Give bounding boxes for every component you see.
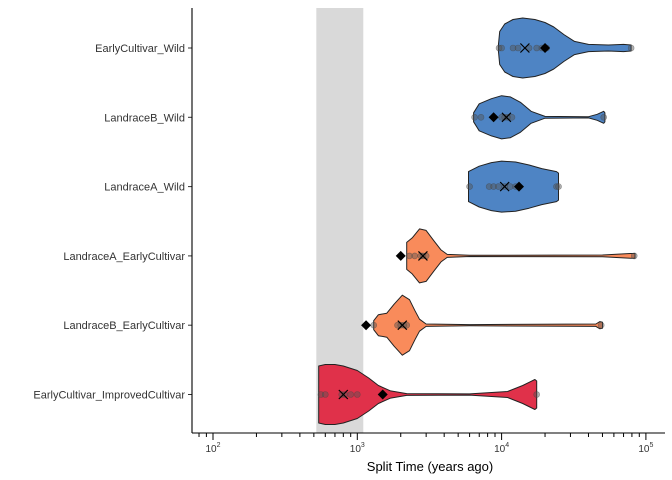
data-point [495, 183, 502, 190]
mean-marker [338, 389, 349, 400]
data-point [600, 114, 608, 121]
violin-shape [406, 228, 636, 284]
median-marker [488, 112, 499, 123]
category-label: EarlyCultivar_Wild [95, 43, 185, 55]
violin-EarlyCultivar_Wild [495, 17, 635, 79]
violin-EarlyCultivar_ImprovedCultivar [317, 364, 540, 425]
violins-layer [317, 17, 638, 425]
median-marker [361, 320, 372, 331]
data-point [403, 321, 411, 329]
x-tick-label: 103 [350, 442, 365, 455]
mean-marker [519, 43, 530, 53]
violin-LandraceB_Wild [471, 95, 608, 140]
violin-LandraceA_EarlyCultivar [395, 228, 638, 284]
data-point [508, 114, 516, 121]
data-point [533, 391, 540, 398]
mean-marker [501, 112, 512, 123]
data-point [533, 44, 540, 52]
mean-marker [397, 320, 408, 331]
category-label: LandraceA_EarlyCultivar [63, 251, 185, 263]
data-point [321, 391, 329, 398]
violin-LandraceA_Wild [466, 160, 562, 213]
data-point [525, 44, 533, 52]
median-marker [540, 43, 551, 53]
data-point [411, 252, 419, 260]
data-point [422, 252, 430, 260]
data-point [509, 44, 517, 52]
x-ticks: 102 103 104 105 [198, 433, 654, 455]
data-point [498, 44, 505, 52]
category-label: LandraceB_Wild [104, 112, 185, 124]
data-point [477, 114, 485, 121]
median-marker [395, 250, 406, 261]
category-label: LandraceB_EarlyCultivar [63, 320, 185, 332]
violin-shape [318, 364, 538, 425]
violin-shape [473, 95, 606, 140]
x-tick-label: 105 [638, 442, 653, 455]
category-label: LandraceA_Wild [104, 182, 185, 194]
data-point [347, 391, 354, 398]
violin-LandraceB_EarlyCultivar [361, 294, 605, 356]
x-axis-title: Split Time (years ago) [367, 459, 493, 474]
data-point [353, 391, 361, 398]
data-point [553, 183, 560, 190]
data-point [597, 321, 605, 329]
data-point [630, 252, 638, 260]
x-tick-label: 104 [494, 442, 509, 455]
data-point [507, 183, 514, 190]
data-point [555, 183, 562, 190]
category-label: EarlyCultivar_ImprovedCultivar [33, 390, 185, 402]
median-marker [377, 389, 388, 400]
x-tick-label: 102 [205, 442, 220, 455]
data-point [370, 321, 378, 329]
data-point [627, 44, 635, 52]
category-labels: EarlyCultivar_Wild LandraceB_Wild Landrace… [33, 43, 192, 402]
data-point [471, 114, 478, 121]
data-point [490, 183, 497, 190]
mean-marker [499, 181, 510, 192]
median-marker [513, 181, 524, 192]
mean-marker [418, 250, 428, 261]
data-point [466, 183, 473, 190]
shaded-region [316, 8, 364, 433]
data-point [514, 44, 522, 52]
data-point [495, 44, 503, 52]
data-point [406, 252, 413, 260]
